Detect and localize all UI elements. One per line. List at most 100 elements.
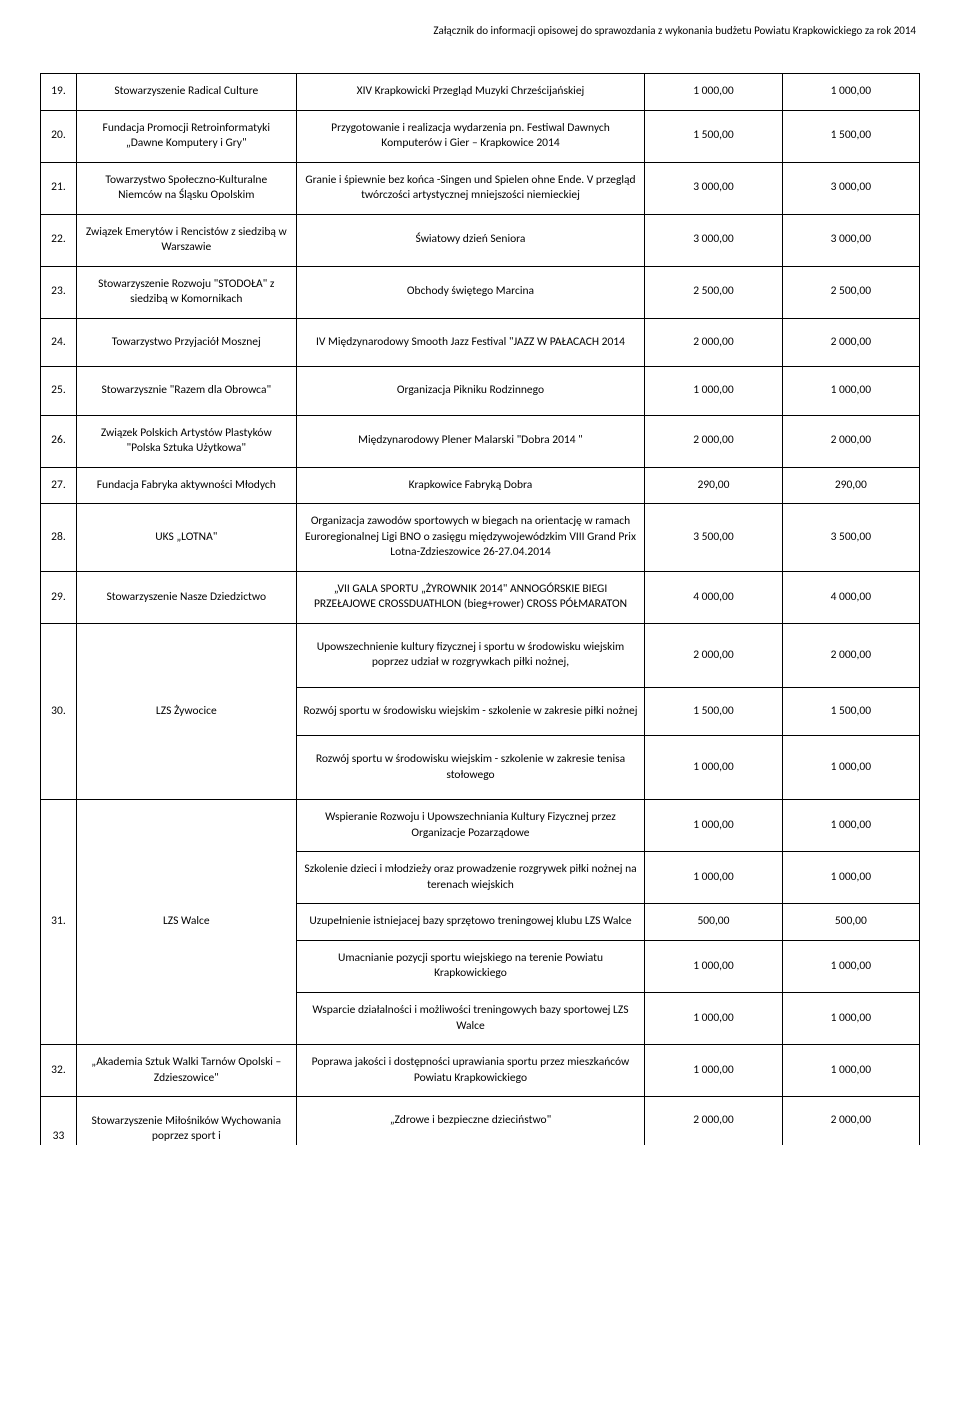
task-description: Krapkowice Fabryką Dobra (296, 467, 645, 504)
organization: LZS Walce (76, 800, 296, 1045)
table-row: 22. Związek Emerytów i Rencistów z siedz… (41, 214, 920, 266)
task-description: Upowszechnienie kultury fizycznej i spor… (296, 623, 645, 687)
task-description: Poprawa jakości i dostępności uprawiania… (296, 1045, 645, 1097)
table-row: 19. Stowarzyszenie Radical Culture XIV K… (41, 74, 920, 111)
row-number: 26. (41, 415, 77, 467)
table-row: 25. Stowarzysznie "Razem dla Obrowca" Or… (41, 367, 920, 416)
organization: UKS „LOTNA" (76, 504, 296, 572)
row-number: 24. (41, 318, 77, 367)
task-description: Umacnianie pozycji sportu wiejskiego na … (296, 940, 645, 992)
amount-1: 2 500,00 (645, 266, 782, 318)
amount-2: 2 000,00 (782, 623, 919, 687)
amount-1: 500,00 (645, 904, 782, 941)
amount-1: 1 000,00 (645, 800, 782, 852)
amount-1: 2 000,00 (645, 415, 782, 467)
row-number: 19. (41, 74, 77, 111)
task-description: Organizacja zawodów sportowych w biegach… (296, 504, 645, 572)
amount-2: 1 000,00 (782, 74, 919, 111)
amount-2: 1 000,00 (782, 800, 919, 852)
table-row: 27. Fundacja Fabryka aktywności Młodych … (41, 467, 920, 504)
task-description: Uzupełnienie istniejacej bazy sprzętowo … (296, 904, 645, 941)
amount-1: 2 000,00 (645, 623, 782, 687)
task-description: Międzynarodowy Plener Malarski "Dobra 20… (296, 415, 645, 467)
row-number: 22. (41, 214, 77, 266)
organization: Związek Polskich Artystów Plastyków "Pol… (76, 415, 296, 467)
amount-1: 1 000,00 (645, 736, 782, 800)
row-number: 20. (41, 110, 77, 162)
organization: Fundacja Promocji Retroinformatyki „Dawn… (76, 110, 296, 162)
table-row: 24. Towarzystwo Przyjaciół Mosznej IV Mi… (41, 318, 920, 367)
amount-2: 1 500,00 (782, 687, 919, 736)
organization: Stowarzyszenie Radical Culture (76, 74, 296, 111)
row-number: 23. (41, 266, 77, 318)
organization: Stowarzyszenie Rozwoju "STODOŁA" z siedz… (76, 266, 296, 318)
task-description: „VII GALA SPORTU „ŻYROWNIK 2014" ANNOGÓR… (296, 571, 645, 623)
amount-1: 1 000,00 (645, 852, 782, 904)
table-row: 20. Fundacja Promocji Retroinformatyki „… (41, 110, 920, 162)
table-row: 31. LZS Walce Wspieranie Rozwoju i Upows… (41, 800, 920, 852)
document-page: Załącznik do informacji opisowej do spra… (0, 0, 960, 1417)
amount-1: 2 000,00 (645, 318, 782, 367)
table-row: 33 Stowarzyszenie Miłośników Wychowania … (41, 1097, 920, 1145)
task-description: XIV Krapkowicki Przegląd Muzyki Chrześci… (296, 74, 645, 111)
amount-2: 1 000,00 (782, 367, 919, 416)
organization: Fundacja Fabryka aktywności Młodych (76, 467, 296, 504)
organization: Towarzystwo Społeczno-Kulturalne Niemców… (76, 162, 296, 214)
amount-1: 1 000,00 (645, 940, 782, 992)
task-description: Granie i śpiewnie bez końca -Singen und … (296, 162, 645, 214)
organization: „Akademia Sztuk Walki Tarnów Opolski – Z… (76, 1045, 296, 1097)
amount-2: 3 000,00 (782, 214, 919, 266)
page-header: Załącznik do informacji opisowej do spra… (40, 24, 920, 37)
row-number: 21. (41, 162, 77, 214)
organization: Towarzystwo Przyjaciół Mosznej (76, 318, 296, 367)
amount-2: 2 500,00 (782, 266, 919, 318)
amount-1: 3 000,00 (645, 162, 782, 214)
task-description: IV Międzynarodowy Smooth Jazz Festival "… (296, 318, 645, 367)
amount-1: 3 500,00 (645, 504, 782, 572)
task-description: Rozwój sportu w środowisku wiejskim - sz… (296, 736, 645, 800)
amount-1: 1 000,00 (645, 1045, 782, 1097)
organization: LZS Żywocice (76, 623, 296, 800)
task-description: Wspieranie Rozwoju i Upowszechniania Kul… (296, 800, 645, 852)
row-number: 29. (41, 571, 77, 623)
amount-1: 4 000,00 (645, 571, 782, 623)
row-number: 25. (41, 367, 77, 416)
amount-2: 1 000,00 (782, 736, 919, 800)
task-description: Obchody świętego Marcina (296, 266, 645, 318)
amount-2: 1 000,00 (782, 992, 919, 1044)
table-row: 26. Związek Polskich Artystów Plastyków … (41, 415, 920, 467)
organization: Stowarzyszenie Nasze Dziedzictwo (76, 571, 296, 623)
amount-2: 3 000,00 (782, 162, 919, 214)
amount-2: 1 000,00 (782, 1045, 919, 1097)
amount-2: 500,00 (782, 904, 919, 941)
row-number: 28. (41, 504, 77, 572)
table-row: 28. UKS „LOTNA" Organizacja zawodów spor… (41, 504, 920, 572)
amount-1: 3 000,00 (645, 214, 782, 266)
amount-2: 1 500,00 (782, 110, 919, 162)
amount-2: 2 000,00 (782, 415, 919, 467)
task-description: Światowy dzień Seniora (296, 214, 645, 266)
amount-2: 4 000,00 (782, 571, 919, 623)
amount-2: 290,00 (782, 467, 919, 504)
organization: Związek Emerytów i Rencistów z siedzibą … (76, 214, 296, 266)
amount-1: 290,00 (645, 467, 782, 504)
task-description: Przygotowanie i realizacja wydarzenia pn… (296, 110, 645, 162)
row-number: 33 (41, 1097, 77, 1145)
amount-1: 2 000,00 (645, 1097, 782, 1145)
row-number: 30. (41, 623, 77, 800)
table-row: 29. Stowarzyszenie Nasze Dziedzictwo „VI… (41, 571, 920, 623)
table-row: 21. Towarzystwo Społeczno-Kulturalne Nie… (41, 162, 920, 214)
row-number: 27. (41, 467, 77, 504)
task-description: „Zdrowe i bezpieczne dzieciństwo" (296, 1097, 645, 1145)
task-description: Wsparcie działalności i możliwości treni… (296, 992, 645, 1044)
task-description: Szkolenie dzieci i młodzieży oraz prowad… (296, 852, 645, 904)
row-number: 31. (41, 800, 77, 1045)
table-row: 32. „Akademia Sztuk Walki Tarnów Opolski… (41, 1045, 920, 1097)
amount-2: 2 000,00 (782, 1097, 919, 1145)
amount-2: 3 500,00 (782, 504, 919, 572)
task-description: Rozwój sportu w środowisku wiejskim - sz… (296, 687, 645, 736)
amount-1: 1 000,00 (645, 367, 782, 416)
table-row: 23. Stowarzyszenie Rozwoju "STODOŁA" z s… (41, 266, 920, 318)
amount-1: 1 000,00 (645, 74, 782, 111)
organization: Stowarzyszenie Miłośników Wychowania pop… (76, 1097, 296, 1145)
